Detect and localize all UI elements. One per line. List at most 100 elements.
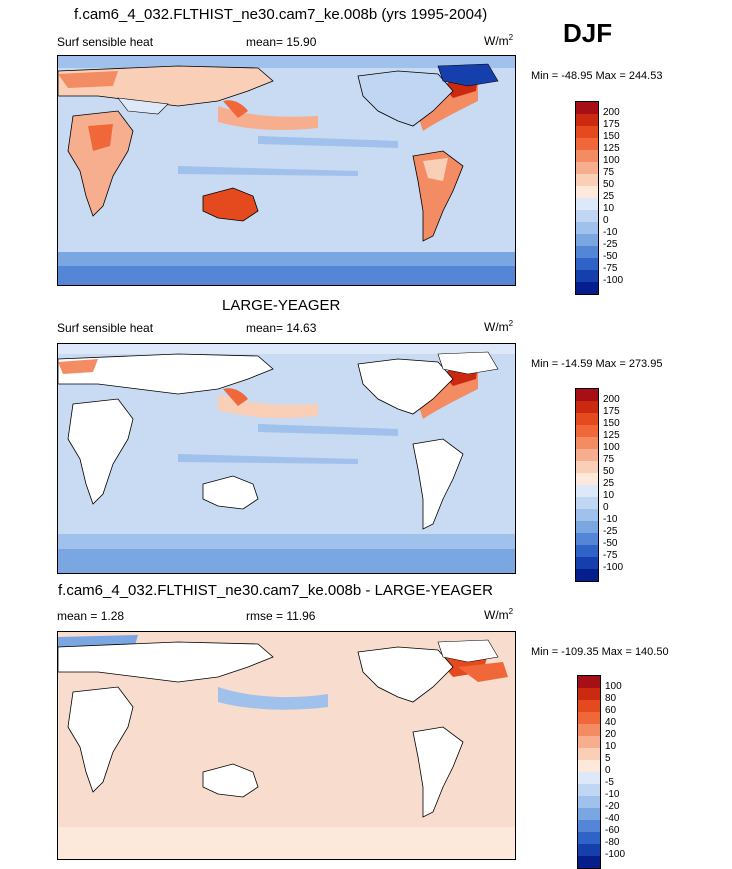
colorbar-tick-label: -40	[605, 813, 620, 824]
colorbar-tick-label: 175	[603, 119, 620, 130]
panel1-kuroshio-core	[223, 100, 248, 118]
colorbar-tick-label: 60	[605, 705, 617, 716]
panel2-australia	[202, 475, 259, 510]
colorbar-swatch	[578, 676, 600, 688]
panel1-mean: mean= 15.90	[246, 35, 317, 49]
colorbar-tick-label: 20	[605, 729, 617, 740]
panel2-itcz	[258, 424, 398, 436]
colorbar-tick-label: -25	[603, 239, 618, 250]
colorbar-swatch	[576, 186, 598, 198]
colorbar-tick-label: 125	[603, 143, 620, 154]
colorbar-swatch	[578, 784, 600, 796]
panel3-minmax: Min = -109.35 Max = 140.50	[531, 646, 669, 658]
colorbar-tick-label: 5	[605, 753, 611, 764]
panel2-map	[57, 343, 516, 574]
colorbar-tick-label: -10	[603, 227, 618, 238]
panel2-africa	[67, 398, 134, 505]
colorbar-tick-label: -50	[603, 538, 618, 549]
colorbar-swatch	[578, 808, 600, 820]
colorbar-swatch	[576, 521, 598, 533]
panel1-south-america	[412, 150, 464, 242]
panel2-north-america	[357, 358, 454, 415]
panel1-map	[57, 55, 516, 286]
colorbar-tick-label: 150	[603, 131, 620, 142]
panel3-north-atlantic-warm	[458, 662, 508, 682]
colorbar-swatch	[576, 126, 598, 138]
colorbar-tick-label: 25	[603, 478, 615, 489]
colorbar-swatch	[576, 497, 598, 509]
colorbar-swatch	[576, 449, 598, 461]
panel3-title: f.cam6_4_032.FLTHIST_ne30.cam7_ke.008b -…	[58, 582, 493, 599]
colorbar-tick-label: -10	[605, 789, 620, 800]
panel1-greenland	[437, 63, 499, 87]
colorbar-swatch	[576, 210, 598, 222]
panel1-arabia	[117, 97, 169, 115]
colorbar-tick-label: -80	[605, 837, 620, 848]
panel3-australia	[202, 763, 259, 798]
panel2-minmax: Min = -14.59 Max = 273.95	[531, 358, 663, 370]
colorbar-swatch	[576, 174, 598, 186]
panel2-south-america	[412, 438, 464, 530]
panel1-spcz	[178, 166, 358, 176]
panel3-eurasia	[58, 641, 274, 683]
colorbar-tick-label: -50	[603, 251, 618, 262]
colorbar-swatch	[576, 413, 598, 425]
panel1-eurasia-warm	[58, 71, 118, 88]
panel1-units: W/m2	[484, 33, 514, 48]
panel1-map-svg	[58, 56, 515, 285]
colorbar-tick-label: 50	[603, 466, 615, 477]
season-label: DJF	[563, 18, 613, 48]
colorbar-swatch	[576, 557, 598, 569]
colorbar-tick-label: 10	[603, 490, 615, 501]
colorbar-swatch	[576, 162, 598, 174]
colorbar-tick-label: 175	[603, 406, 620, 417]
colorbar-tick-label: 75	[603, 167, 615, 178]
colorbar-swatch	[576, 401, 598, 413]
colorbar-swatch	[576, 198, 598, 210]
colorbar-tick-label: -75	[603, 550, 618, 561]
panel1-australia	[202, 187, 259, 222]
panel3-colorbar	[577, 675, 601, 869]
colorbar-tick-label: 50	[603, 179, 615, 190]
panel2-map-svg	[58, 344, 515, 573]
panel3-kuroshio-cool	[218, 687, 328, 710]
panel1-south-america-interior	[423, 158, 448, 181]
panel1-kuroshio	[218, 106, 318, 130]
colorbar-swatch	[578, 700, 600, 712]
panel3-rmse: rmse = 11.96	[246, 609, 316, 623]
colorbar-swatch	[576, 437, 598, 449]
colorbar-swatch	[576, 222, 598, 234]
panel2-greenland	[437, 351, 499, 375]
panel1-africa-warm	[88, 124, 113, 151]
colorbar-swatch	[576, 545, 598, 557]
colorbar-swatch	[578, 820, 600, 832]
panel3-southern-band	[58, 827, 515, 859]
colorbar-tick-label: -100	[603, 562, 624, 573]
colorbar-swatch	[576, 114, 598, 126]
colorbar-swatch	[576, 473, 598, 485]
panel1-africa	[67, 110, 134, 217]
colorbar-tick-label: 0	[605, 765, 611, 776]
colorbar-tick-label: 10	[603, 203, 615, 214]
panel1-colorbar	[575, 101, 599, 295]
colorbar-tick-label: -100	[605, 849, 626, 860]
colorbar-tick-label: 0	[603, 215, 609, 226]
colorbar-tick-label: 100	[603, 155, 620, 166]
colorbar-swatch	[576, 282, 598, 294]
panel3-greenland	[437, 639, 499, 663]
colorbar-tick-label: 25	[603, 191, 615, 202]
colorbar-tick-label: 200	[603, 107, 620, 118]
panel2-southern-band-2	[58, 549, 515, 573]
panel2-arctic-band	[58, 344, 515, 354]
colorbar-tick-label: 150	[603, 418, 620, 429]
colorbar-swatch	[576, 461, 598, 473]
panel1-title: f.cam6_4_032.FLTHIST_ne30.cam7_ke.008b (…	[74, 6, 488, 23]
panel3-mean: mean = 1.28	[57, 609, 125, 623]
colorbar-tick-label: -5	[605, 777, 614, 788]
panel2-title: LARGE-YEAGER	[222, 297, 341, 314]
panel3-south-america	[412, 726, 464, 818]
colorbar-swatch	[578, 688, 600, 700]
panel1-north-america	[357, 70, 454, 127]
colorbar-tick-label: 200	[603, 394, 620, 405]
colorbar-swatch	[578, 736, 600, 748]
